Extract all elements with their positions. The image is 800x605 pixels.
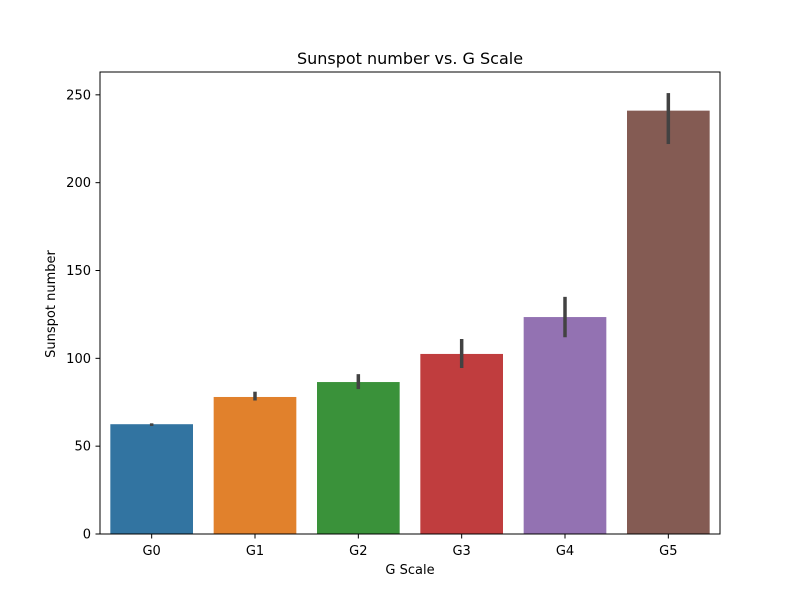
bar-g5 [627, 110, 710, 534]
x-tick-label-g5: G5 [659, 544, 677, 559]
x-tick-label-g2: G2 [349, 544, 367, 559]
y-tick-label: 0 [83, 528, 91, 543]
bar-g0 [110, 424, 193, 534]
bar-g4 [523, 317, 607, 534]
bar-g1 [213, 396, 297, 534]
x-tick-label-g4: G4 [556, 544, 574, 559]
chart-title: Sunspot number vs. G Scale [297, 49, 523, 68]
x-axis-label: G Scale [385, 563, 434, 578]
plot-area: G0 G1 G2 G3 G4 G5 0 50 100 150 200 250 [66, 71, 721, 559]
bar-g2 [317, 382, 400, 534]
x-tick-label-g3: G3 [452, 544, 470, 559]
y-axis-label: Sunspot number [44, 250, 59, 358]
y-tick-label: 200 [66, 176, 91, 191]
y-tick-label: 250 [66, 88, 91, 103]
y-tick-label: 150 [66, 264, 91, 279]
y-tick-label: 50 [74, 440, 91, 455]
bar-g3 [420, 353, 503, 534]
x-tick-label-g0: G0 [142, 544, 160, 559]
plot-frame [99, 71, 721, 535]
x-tick-label-g1: G1 [246, 544, 264, 559]
y-tick-label: 100 [66, 352, 91, 367]
